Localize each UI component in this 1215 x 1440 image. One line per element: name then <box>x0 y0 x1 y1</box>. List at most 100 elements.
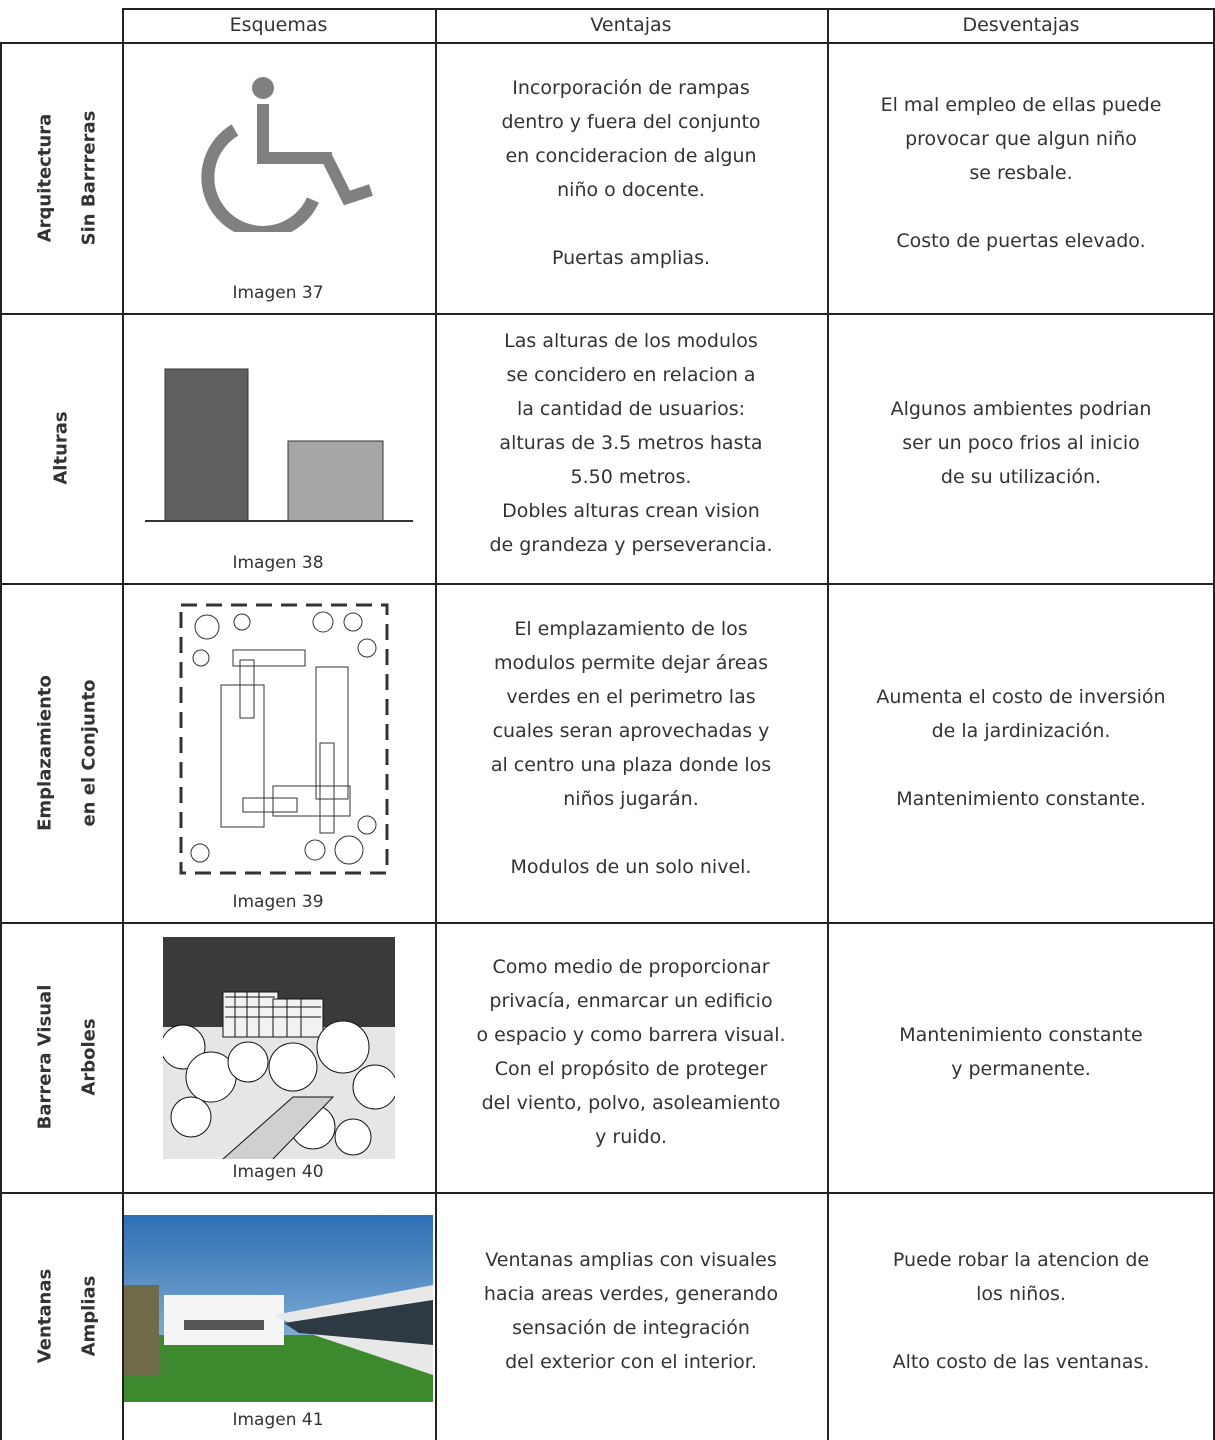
desventajas-cell: Aumenta el costo de inversión de la jardi… <box>827 583 1215 922</box>
ventajas-cell: Como medio de proporcionar privacía, enma… <box>435 922 827 1192</box>
paragraph: Mantenimiento constante. <box>896 782 1146 816</box>
paragraph: Las alturas de los modulos se concidero e… <box>489 324 772 562</box>
text-line: 5.50 metros. <box>570 466 692 488</box>
ventajas-cell: Incorporación de rampas dentro y fuera de… <box>435 42 827 313</box>
paragraph: Como medio de proporcionar privacía, enma… <box>476 950 785 1154</box>
window-render <box>124 1215 433 1402</box>
row-label: Arboles <box>78 1018 100 1096</box>
text-line: los niños. <box>976 1283 1066 1305</box>
text-line: Con el propósito de proteger <box>494 1058 768 1080</box>
ventajas-cell: Ventanas amplias con visuales hacia areas… <box>435 1192 827 1440</box>
paragraph: El mal empleo de ellas puede provocar que… <box>881 88 1162 190</box>
text-line: se resbale. <box>969 161 1073 184</box>
text-line: la cantidad de usuarios: <box>516 398 746 420</box>
table-border <box>122 8 124 1440</box>
paragraph: Mantenimiento constante y permanente. <box>899 1018 1142 1086</box>
row-label: en el Conjunto <box>78 678 100 827</box>
table-border <box>0 1192 1215 1194</box>
text-line: de grandeza y perseverancia. <box>489 534 773 556</box>
text-line: hacia areas verdes, generando <box>483 1283 779 1305</box>
text-line: privacía, enmarcar un edificio <box>489 990 773 1012</box>
text-line: de su utilización. <box>940 466 1102 488</box>
text-line: alturas de 3.5 metros hasta <box>499 432 763 454</box>
paragraph: Aumenta el costo de inversión de la jardi… <box>876 680 1165 748</box>
text-line: Ventanas amplias con visuales <box>485 1249 777 1271</box>
text-line: Algunos ambientes podrian <box>890 398 1152 420</box>
image-caption: Imagen 41 <box>232 1410 324 1430</box>
row-label: Ventanas <box>34 1268 56 1364</box>
text-line: ser un poco frios al inicio <box>902 432 1140 454</box>
text-line: sensación de integración <box>512 1317 750 1339</box>
column-header: Esquemas <box>229 14 328 36</box>
text-line: Costo de puertas elevado. <box>896 229 1146 252</box>
table-border <box>122 8 1215 10</box>
text-line: niños jugarán. <box>563 787 699 810</box>
desventajas-cell: El mal empleo de ellas puede provocar que… <box>827 42 1215 313</box>
text-line: El mal empleo de ellas puede <box>880 93 1162 116</box>
paragraph: Modulos de un solo nivel. <box>511 850 752 884</box>
text-line: del viento, polvo, asoleamiento <box>481 1092 781 1114</box>
heights-diagram <box>145 368 413 522</box>
text-line: Dobles alturas crean vision <box>502 500 760 522</box>
column-header: Ventajas <box>590 14 672 36</box>
desventajas-cell: Puede robar la atencion de los niños. Alto… <box>827 1192 1215 1440</box>
text-line: al centro una plaza donde los <box>490 753 772 776</box>
paragraph: El emplazamiento de los modulos permite d… <box>491 612 771 816</box>
text-line: Puede robar la atencion de <box>892 1249 1150 1271</box>
column-header: Desventajas <box>962 14 1080 36</box>
image-caption: Imagen 40 <box>232 1162 324 1182</box>
paragraph: Alto costo de las ventanas. <box>893 1345 1150 1379</box>
text-line: verdes en el perimetro las <box>506 685 756 708</box>
text-line: provocar que algun niño <box>905 127 1137 150</box>
table-border <box>0 922 1215 924</box>
image-caption: Imagen 37 <box>232 283 324 303</box>
desventajas-cell: Algunos ambientes podrian ser un poco fri… <box>827 313 1215 583</box>
wheelchair-icon <box>201 77 373 232</box>
row-label: Alturas <box>50 411 72 485</box>
row-label: Emplazamiento <box>34 674 56 831</box>
table-border <box>435 8 437 1440</box>
paragraph: Algunos ambientes podrian ser un poco fri… <box>891 392 1152 494</box>
row-label: Amplias <box>78 1275 100 1357</box>
text-line: Modulos de un solo nivel. <box>510 855 752 878</box>
text-line: Incorporación de rampas <box>512 76 750 99</box>
row-label: Sin Barrreras <box>78 110 100 245</box>
tree-barrier-sketch <box>163 937 395 1159</box>
text-line: Las alturas de los modulos <box>504 330 758 352</box>
text-line: Puertas amplias. <box>551 246 711 269</box>
ventajas-cell: El emplazamiento de los modulos permite d… <box>435 583 827 922</box>
paragraph: Costo de puertas elevado. <box>896 224 1145 258</box>
text-line: modulos permite dejar áreas <box>493 651 769 674</box>
table-border <box>0 583 1215 585</box>
image-caption: Imagen 38 <box>232 553 324 573</box>
table-border <box>827 8 829 1440</box>
table-border <box>1213 8 1215 1440</box>
text-line: Mantenimiento constante <box>899 1024 1143 1046</box>
text-line: Como medio de proporcionar <box>492 956 770 978</box>
text-line: El emplazamiento de los <box>514 617 748 640</box>
text-line: o espacio y como barrera visual. <box>476 1024 786 1046</box>
paragraph: Puede robar la atencion de los niños. <box>893 1243 1149 1311</box>
row-label: Arquitectura <box>34 113 56 242</box>
ventajas-cell: Las alturas de los modulos se concidero e… <box>435 313 827 583</box>
paragraph: Incorporación de rampas dentro y fuera de… <box>501 71 760 207</box>
text-line: del exterior con el interior. <box>505 1351 757 1373</box>
row-label: Barrera Visual <box>34 984 56 1130</box>
paragraph: Ventanas amplias con visuales hacia areas… <box>484 1243 778 1379</box>
text-line: en concideracion de algun <box>505 144 757 167</box>
text-line: Aumenta el costo de inversión <box>876 685 1166 708</box>
desventajas-cell: Mantenimiento constante y permanente. <box>827 922 1215 1192</box>
text-line: Mantenimiento constante. <box>896 787 1146 810</box>
text-line: Alto costo de las ventanas. <box>892 1351 1150 1373</box>
table-border <box>0 42 2 1440</box>
table-border <box>0 313 1215 315</box>
text-line: y ruido. <box>595 1126 667 1148</box>
text-line: cuales seran aprovechadas y <box>492 719 770 742</box>
text-line: de la jardinización. <box>931 719 1111 742</box>
text-line: dentro y fuera del conjunto <box>501 110 761 133</box>
text-line: se concidero en relacion a <box>506 364 756 386</box>
site-plan <box>179 603 389 875</box>
paragraph: Puertas amplias. <box>552 241 710 275</box>
text-line: y permanente. <box>951 1058 1091 1080</box>
